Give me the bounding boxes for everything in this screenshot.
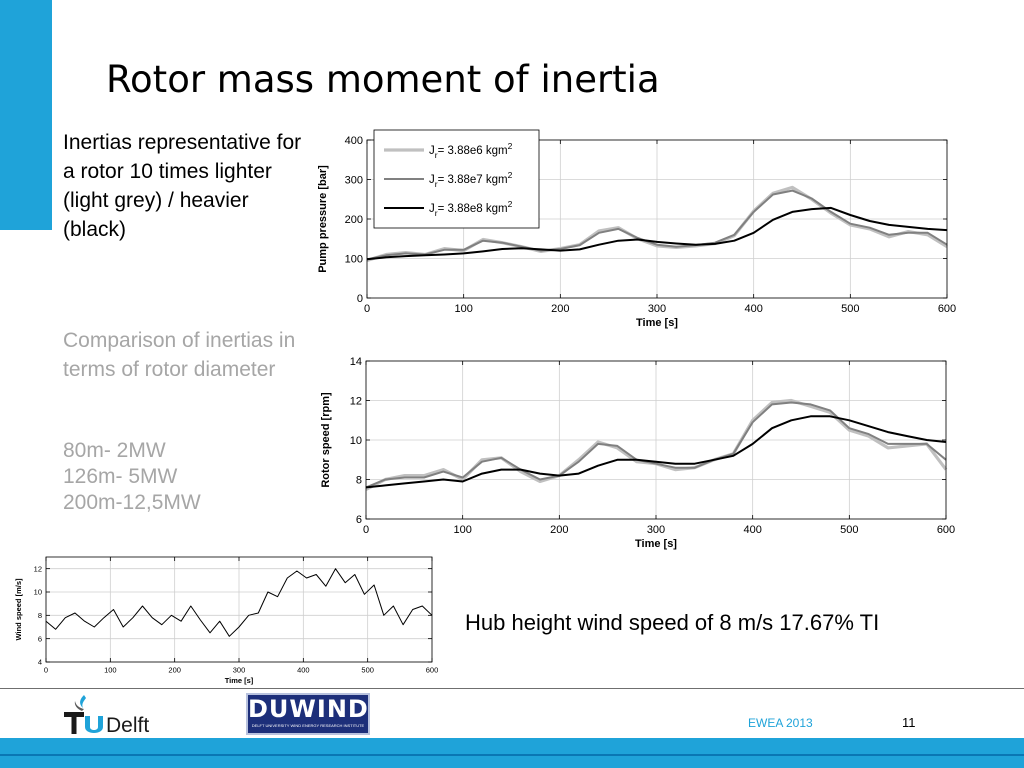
x-tick-label: 300 xyxy=(233,666,246,675)
rotor-size-item: 126m- 5MW xyxy=(63,465,178,488)
series-line xyxy=(365,401,947,489)
y-tick-label: 400 xyxy=(345,135,363,147)
y-tick-label: 10 xyxy=(34,588,42,597)
duwind-logo: DUWIND DELFT UNIVERSITY WIND ENERGY RESE… xyxy=(246,693,370,735)
x-axis-label: Time [s] xyxy=(635,538,677,550)
footer-band xyxy=(0,738,1024,768)
x-tick-label: 500 xyxy=(840,524,858,536)
tudelft-logo-graphic: Delft xyxy=(64,695,149,737)
inertia-description: Inertias representative for a rotor 10 t… xyxy=(63,131,302,241)
page-number: 11 xyxy=(902,715,916,730)
y-tick-label: 6 xyxy=(38,634,42,643)
series-line xyxy=(366,206,948,261)
rotor-speed-chart: 0 100 200 300 400 500 600 6 8 10 12 14 Time [s] Rotor… xyxy=(312,350,972,560)
y-tick-label: 4 xyxy=(38,658,42,667)
legend-label: Jr= 3.88e8 kgm2 xyxy=(429,199,513,218)
duwind-logo-name: DUWIND xyxy=(248,695,369,723)
x-tick-label: 600 xyxy=(938,303,956,315)
x-tick-label: 300 xyxy=(648,303,666,315)
y-tick-label: 200 xyxy=(345,214,363,226)
legend-label: Jr= 3.88e7 kgm2 xyxy=(429,170,513,189)
x-tick-label: 0 xyxy=(44,666,48,675)
flame-icon xyxy=(74,695,86,711)
y-tick-label: 14 xyxy=(350,356,362,368)
x-tick-label: 400 xyxy=(743,524,761,536)
wind-speed-caption: Hub height wind speed of 8 m/s 17.67% TI xyxy=(465,610,880,635)
accent-bar xyxy=(0,0,52,230)
y-axis-label: Rotor speed [rpm] xyxy=(320,392,332,488)
x-tick-label: 400 xyxy=(297,666,310,675)
x-tick-label: 0 xyxy=(364,303,370,315)
rotor-size-list: 80m- 2MW 126m- 5MW 200m-12,5MW xyxy=(63,438,303,516)
x-tick-label: 200 xyxy=(550,524,568,536)
x-tick-label: 500 xyxy=(841,303,859,315)
x-tick-label: 100 xyxy=(453,524,471,536)
y-axis-label: Pump pressure [bar] xyxy=(317,165,329,273)
x-tick-label: 100 xyxy=(104,666,117,675)
rotor-size-item: 80m- 2MW xyxy=(63,439,166,462)
rotor-size-item: 200m-12,5MW xyxy=(63,491,201,514)
x-tick-label: 400 xyxy=(744,303,762,315)
series-line xyxy=(45,568,433,637)
x-tick-label: 600 xyxy=(426,666,439,675)
footer-stripe xyxy=(0,754,1024,756)
pump-pressure-chart: 0 100 200 300 400 500 600 0 100 200 300 400 Time [s]… xyxy=(312,128,972,338)
x-tick-label: 200 xyxy=(168,666,181,675)
series-line xyxy=(365,415,947,489)
x-tick-label: 0 xyxy=(363,524,369,536)
x-tick-label: 300 xyxy=(647,524,665,536)
conference-label: EWEA 2013 xyxy=(748,716,813,730)
y-tick-label: 0 xyxy=(357,293,363,305)
duwind-logo-tagline: DELFT UNIVERSITY WIND ENERGY RESEARCH IN… xyxy=(251,723,365,728)
tudelft-logo: Delft xyxy=(62,693,172,739)
footer-divider xyxy=(0,688,1024,689)
wind-speed-chart: 0 100 200 300 400 500 600 4 6 8 10 12 Time [s] Wind s… xyxy=(10,553,450,688)
x-axis-label: Time [s] xyxy=(225,676,254,685)
y-tick-label: 10 xyxy=(350,435,362,447)
y-tick-label: 8 xyxy=(38,611,42,620)
tudelft-wordmark: Delft xyxy=(106,714,149,737)
legend-label: Jr= 3.88e6 kgm2 xyxy=(429,141,513,160)
x-tick-label: 200 xyxy=(551,303,569,315)
series-line xyxy=(366,189,948,261)
y-tick-label: 100 xyxy=(345,253,363,265)
x-tick-label: 100 xyxy=(454,303,472,315)
comparison-subtitle: Comparison of inertias in terms of rotor… xyxy=(63,329,296,381)
y-tick-label: 12 xyxy=(34,564,42,573)
x-tick-label: 500 xyxy=(361,666,374,675)
x-tick-label: 600 xyxy=(937,524,955,536)
slide-title: Rotor mass moment of inertia xyxy=(106,58,660,101)
y-tick-label: 6 xyxy=(356,514,362,526)
y-tick-label: 300 xyxy=(345,174,363,186)
y-axis-label: Wind speed [m/s] xyxy=(14,578,23,641)
x-axis-label: Time [s] xyxy=(636,317,678,329)
y-tick-label: 12 xyxy=(350,395,362,407)
y-tick-label: 8 xyxy=(356,474,362,486)
